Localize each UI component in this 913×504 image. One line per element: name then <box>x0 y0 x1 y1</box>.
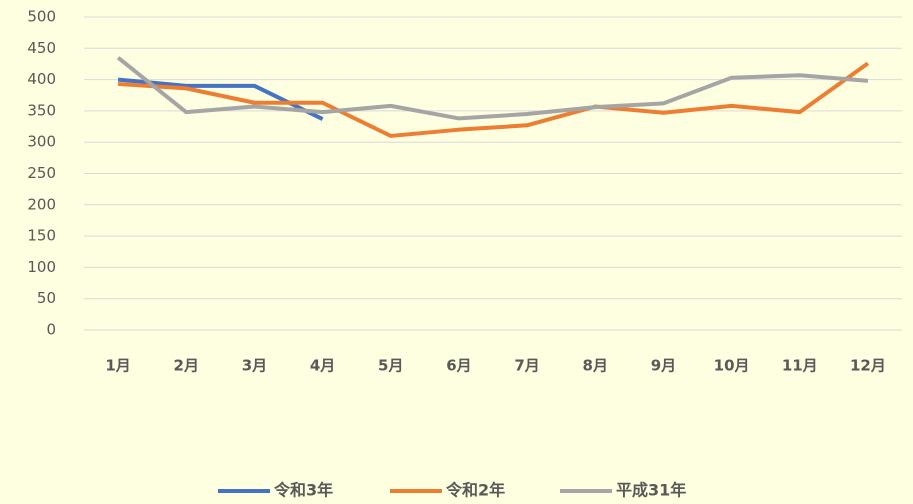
y-tick-label: 200 <box>27 195 56 213</box>
legend-label: 令和2年 <box>445 481 505 500</box>
legend-label: 令和3年 <box>273 481 333 500</box>
x-tick-label: 5月 <box>378 357 403 375</box>
y-tick-label: 0 <box>46 321 56 339</box>
y-tick-label: 350 <box>27 101 56 119</box>
y-tick-label: 450 <box>27 39 56 57</box>
x-tick-label: 7月 <box>514 357 539 375</box>
series-line <box>116 56 869 121</box>
x-tick-label: 2月 <box>174 357 199 375</box>
series-line <box>117 61 870 138</box>
x-tick-label: 11月 <box>782 357 818 375</box>
y-tick-label: 250 <box>27 164 56 182</box>
x-tick-label: 12月 <box>850 357 886 375</box>
x-tick-label: 4月 <box>310 357 335 375</box>
x-tick-label: 8月 <box>583 357 608 375</box>
x-tick-label: 9月 <box>651 357 676 375</box>
y-tick-label: 300 <box>27 133 56 151</box>
x-tick-label: 3月 <box>242 357 267 375</box>
y-tick-label: 400 <box>27 70 56 88</box>
y-tick-label: 500 <box>27 8 56 26</box>
legend-label: 平成31年 <box>616 481 686 500</box>
y-tick-label: 50 <box>37 289 56 307</box>
x-tick-label: 6月 <box>446 357 471 375</box>
y-tick-label: 100 <box>27 258 56 276</box>
x-tick-label: 1月 <box>105 357 130 375</box>
x-tick-label: 10月 <box>714 357 750 375</box>
y-tick-label: 150 <box>27 227 56 245</box>
